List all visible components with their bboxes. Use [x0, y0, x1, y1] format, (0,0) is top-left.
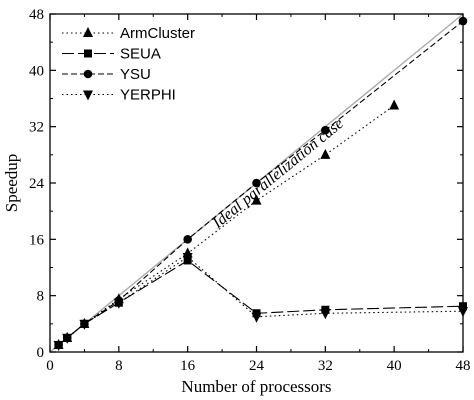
y-axis-title: Speedup — [2, 154, 21, 213]
data-point-ysu — [321, 125, 330, 135]
data-point-yerphi — [79, 319, 90, 330]
data-point-yerphi — [113, 298, 124, 309]
y-tick-label: 8 — [37, 289, 45, 305]
legend-label-ysu: YSU — [120, 66, 151, 83]
data-point-armcluster — [320, 148, 331, 159]
legend-entry-yerphi: YERPHI — [62, 87, 176, 104]
data-point-armcluster — [251, 194, 262, 205]
x-tick-label: 48 — [456, 358, 471, 374]
y-tick-label: 16 — [29, 232, 45, 248]
legend-entry-seua: SEUA — [62, 46, 161, 63]
ideal-line-annotation: Ideal parallelization case — [209, 115, 347, 232]
legend-label-armcluster: ArmCluster — [120, 25, 195, 42]
data-point-armcluster — [389, 99, 400, 110]
y-tick-label: 24 — [29, 176, 45, 192]
legend-entry-armcluster: ArmCluster — [62, 25, 195, 42]
legend-marker-ysu — [83, 69, 93, 79]
series-yerphi — [53, 252, 468, 351]
y-tick-label: 48 — [29, 7, 44, 23]
series-line-seua — [58, 259, 464, 346]
legend-marker-yerphi — [83, 90, 93, 101]
data-point-ysu — [183, 235, 192, 244]
x-tick-label: 24 — [249, 358, 265, 374]
data-point-yerphi — [53, 340, 64, 351]
data-point-yerphi — [62, 333, 73, 344]
y-tick-label: 40 — [29, 63, 44, 79]
data-point-yerphi — [320, 309, 331, 320]
legend: ArmCluster SEUA YSU YERPHI — [62, 25, 195, 104]
legend-marker-seua — [84, 49, 92, 58]
series-layer — [53, 16, 468, 351]
data-point-ysu — [252, 178, 261, 188]
x-tick-label: 16 — [180, 358, 196, 374]
x-tick-label: 0 — [46, 358, 54, 374]
y-tick-label: 0 — [37, 345, 45, 361]
x-tick-label: 40 — [387, 358, 402, 374]
x-tick-label: 32 — [318, 358, 333, 374]
legend-entry-ysu: YSU — [62, 66, 151, 83]
ticks-layer: 0 8 16 24 32 40 48 0 8 16 24 32 40 48 — [29, 7, 471, 374]
legend-label-yerphi: YERPHI — [120, 87, 176, 104]
data-point-yerphi — [182, 252, 193, 263]
x-axis-title: Number of processors — [181, 377, 331, 396]
legend-marker-armcluster — [83, 27, 93, 37]
x-tick-label: 8 — [115, 358, 123, 374]
legend-label-seua: SEUA — [120, 46, 161, 63]
y-tick-label: 32 — [29, 120, 44, 136]
data-point-yerphi — [251, 312, 262, 323]
